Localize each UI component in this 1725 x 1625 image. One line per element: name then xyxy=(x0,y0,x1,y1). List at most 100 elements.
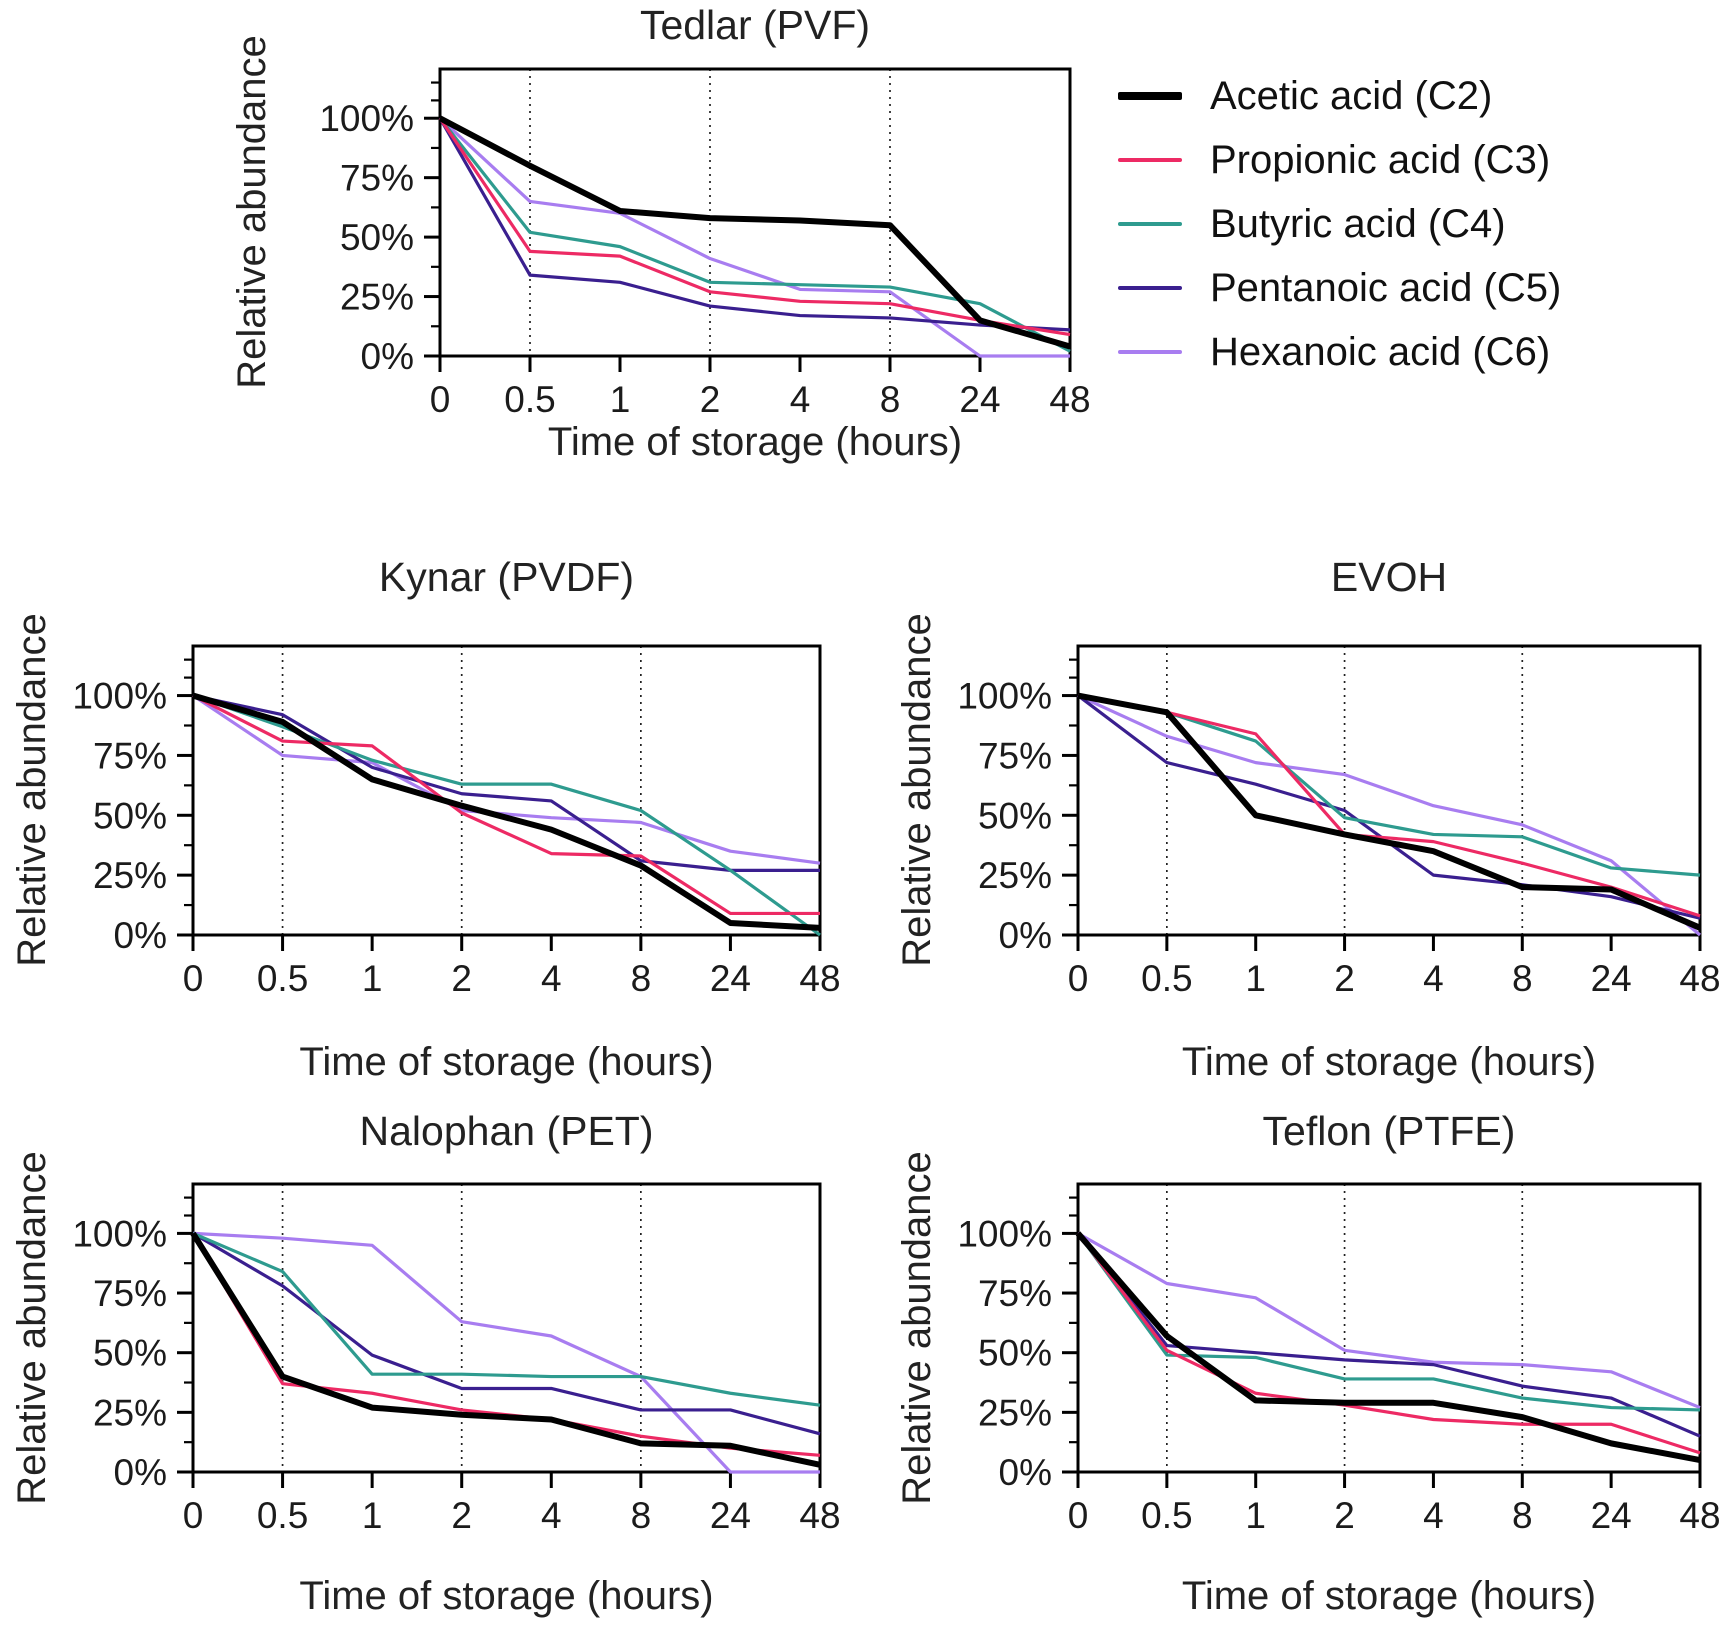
plot-frame xyxy=(191,644,822,937)
x-tick-label: 0 xyxy=(1068,1495,1089,1536)
x-tick-label: 0.5 xyxy=(1141,958,1192,999)
series-line-butyric-acid-c4 xyxy=(192,694,821,937)
x-axis: 0 0.5 1 2 4 8 24 48 xyxy=(183,1472,841,1536)
chart-title-tedlar: Tedlar (PVF) xyxy=(639,2,871,48)
y-tick-label: 0% xyxy=(999,1452,1052,1493)
x-tick-label: 2 xyxy=(700,379,721,420)
x-tick-label: 8 xyxy=(1512,1495,1533,1536)
y-axis-label-nalophan: Relative abundance xyxy=(10,1151,54,1505)
series-line-acetic-acid-c2 xyxy=(438,115,1071,350)
y-tick-label: 75% xyxy=(93,735,167,776)
y-axis-label-tedlar: Relative abundance xyxy=(230,35,274,389)
x-tick-label: 4 xyxy=(541,958,562,999)
x-tick-label: 1 xyxy=(362,958,383,999)
x-tick-label: 4 xyxy=(1423,1495,1444,1536)
x-tick-label: 8 xyxy=(631,958,652,999)
y-axis-label-kynar: Relative abundance xyxy=(10,613,54,967)
y-tick-label: 100% xyxy=(957,676,1052,717)
x-tick-label: 24 xyxy=(710,1495,751,1536)
x-tick-label: 0.5 xyxy=(257,958,308,999)
x-tick-label: 2 xyxy=(1334,958,1355,999)
series-line-hexanoic-acid-c6 xyxy=(438,117,1070,358)
gridlines xyxy=(1166,646,1524,935)
x-tick-label: 1 xyxy=(610,379,631,420)
x-tick-label: 0 xyxy=(183,958,204,999)
legend-item-propionic: Propionic acid (C3) xyxy=(1118,128,1561,192)
x-axis: 0 0.5 1 2 4 8 24 48 xyxy=(1068,935,1721,999)
y-tick-label: 0% xyxy=(114,915,167,956)
x-axis-label-evoh: Time of storage (hours) xyxy=(1181,1040,1597,1084)
y-tick-label: 25% xyxy=(93,1392,167,1433)
series-lines xyxy=(192,692,821,937)
y-tick-label: 0% xyxy=(361,336,414,377)
y-tick-label: 25% xyxy=(340,277,414,318)
y-tick-label: 75% xyxy=(978,1273,1052,1314)
x-tick-label: 0 xyxy=(183,1495,204,1536)
y-tick-label: 50% xyxy=(978,1333,1052,1374)
series-line-acetic-acid-c2 xyxy=(190,1231,821,1468)
y-tick-label: 50% xyxy=(93,1333,167,1374)
chart-title-teflon: Teflon (PTFE) xyxy=(1262,1108,1516,1154)
series-line-acetic-acid-c2 xyxy=(192,692,821,931)
x-tick-label: 2 xyxy=(451,958,472,999)
x-tick-label: 48 xyxy=(1679,958,1720,999)
y-axis-label-teflon: Relative abundance xyxy=(895,1151,939,1505)
legend-item-butyric: Butyric acid (C4) xyxy=(1118,192,1561,256)
y-tick-label: 75% xyxy=(93,1273,167,1314)
y-tick-label: 0% xyxy=(114,1452,167,1493)
series-line-pentanoic-acid-c5 xyxy=(1077,694,1701,920)
gridlines xyxy=(1166,1184,1524,1472)
y-axis: 0% 25% 50% 75% 100% xyxy=(72,658,193,956)
x-tick-label: 0 xyxy=(1068,958,1089,999)
y-tick-label: 100% xyxy=(72,676,167,717)
x-axis: 0 0.5 1 2 4 8 24 48 xyxy=(183,935,841,999)
gridlines xyxy=(281,646,642,935)
chart-title-kynar: Kynar (PVDF) xyxy=(378,554,635,600)
plot-frame xyxy=(1076,644,1702,937)
x-axis-label-nalophan: Time of storage (hours) xyxy=(299,1574,714,1618)
series-line-butyric-acid-c4 xyxy=(1076,1232,1701,1412)
gridlines xyxy=(281,1184,642,1472)
x-tick-label: 0.5 xyxy=(257,1495,308,1536)
legend-swatch-propionic xyxy=(1118,158,1182,162)
y-axis: 0% 25% 50% 75% 100% xyxy=(957,658,1078,956)
series-line-propionic-acid-c3 xyxy=(438,117,1071,337)
plot-frame xyxy=(1076,1182,1702,1474)
series-line-pentanoic-acid-c5 xyxy=(192,693,820,872)
series-lines xyxy=(1077,692,1702,937)
legend-label-pentanoic: Pentanoic acid (C5) xyxy=(1210,265,1562,310)
x-tick-label: 48 xyxy=(1679,1495,1720,1536)
y-tick-label: 50% xyxy=(340,217,414,258)
legend-label-butyric: Butyric acid (C4) xyxy=(1210,201,1506,246)
series-line-propionic-acid-c3 xyxy=(1077,693,1701,918)
legend-swatch-hexanoic xyxy=(1118,350,1182,354)
x-tick-label: 24 xyxy=(710,958,751,999)
x-tick-label: 4 xyxy=(790,379,811,420)
x-tick-label: 2 xyxy=(1334,1495,1355,1536)
series-line-hexanoic-acid-c6 xyxy=(1077,1231,1701,1410)
x-tick-label: 48 xyxy=(1049,379,1090,420)
plot-frame xyxy=(438,67,1072,358)
y-tick-label: 50% xyxy=(93,795,167,836)
y-tick-label: 100% xyxy=(957,1213,1052,1254)
x-axis-label-teflon: Time of storage (hours) xyxy=(1181,1574,1597,1618)
y-tick-label: 25% xyxy=(978,1392,1052,1433)
y-tick-label: 75% xyxy=(978,735,1052,776)
y-tick-label: 0% xyxy=(999,915,1052,956)
series-line-acetic-acid-c2 xyxy=(1075,1231,1701,1464)
series-line-propionic-acid-c3 xyxy=(192,694,820,916)
x-axis: 0 0.5 1 2 4 8 24 48 xyxy=(1068,1472,1721,1536)
x-tick-label: 0.5 xyxy=(504,379,555,420)
x-tick-label: 24 xyxy=(1591,1495,1632,1536)
x-tick-label: 48 xyxy=(799,1495,840,1536)
series-lines xyxy=(438,115,1071,358)
y-tick-label: 25% xyxy=(978,855,1052,896)
legend-label-acetic: Acetic acid (C2) xyxy=(1210,73,1493,118)
y-tick-label: 25% xyxy=(93,855,167,896)
legend-item-pentanoic: Pentanoic acid (C5) xyxy=(1118,256,1561,320)
series-line-acetic-acid-c2 xyxy=(1077,692,1702,931)
legend-swatch-acetic xyxy=(1118,92,1182,100)
x-tick-label: 24 xyxy=(959,379,1000,420)
x-tick-label: 48 xyxy=(799,958,840,999)
